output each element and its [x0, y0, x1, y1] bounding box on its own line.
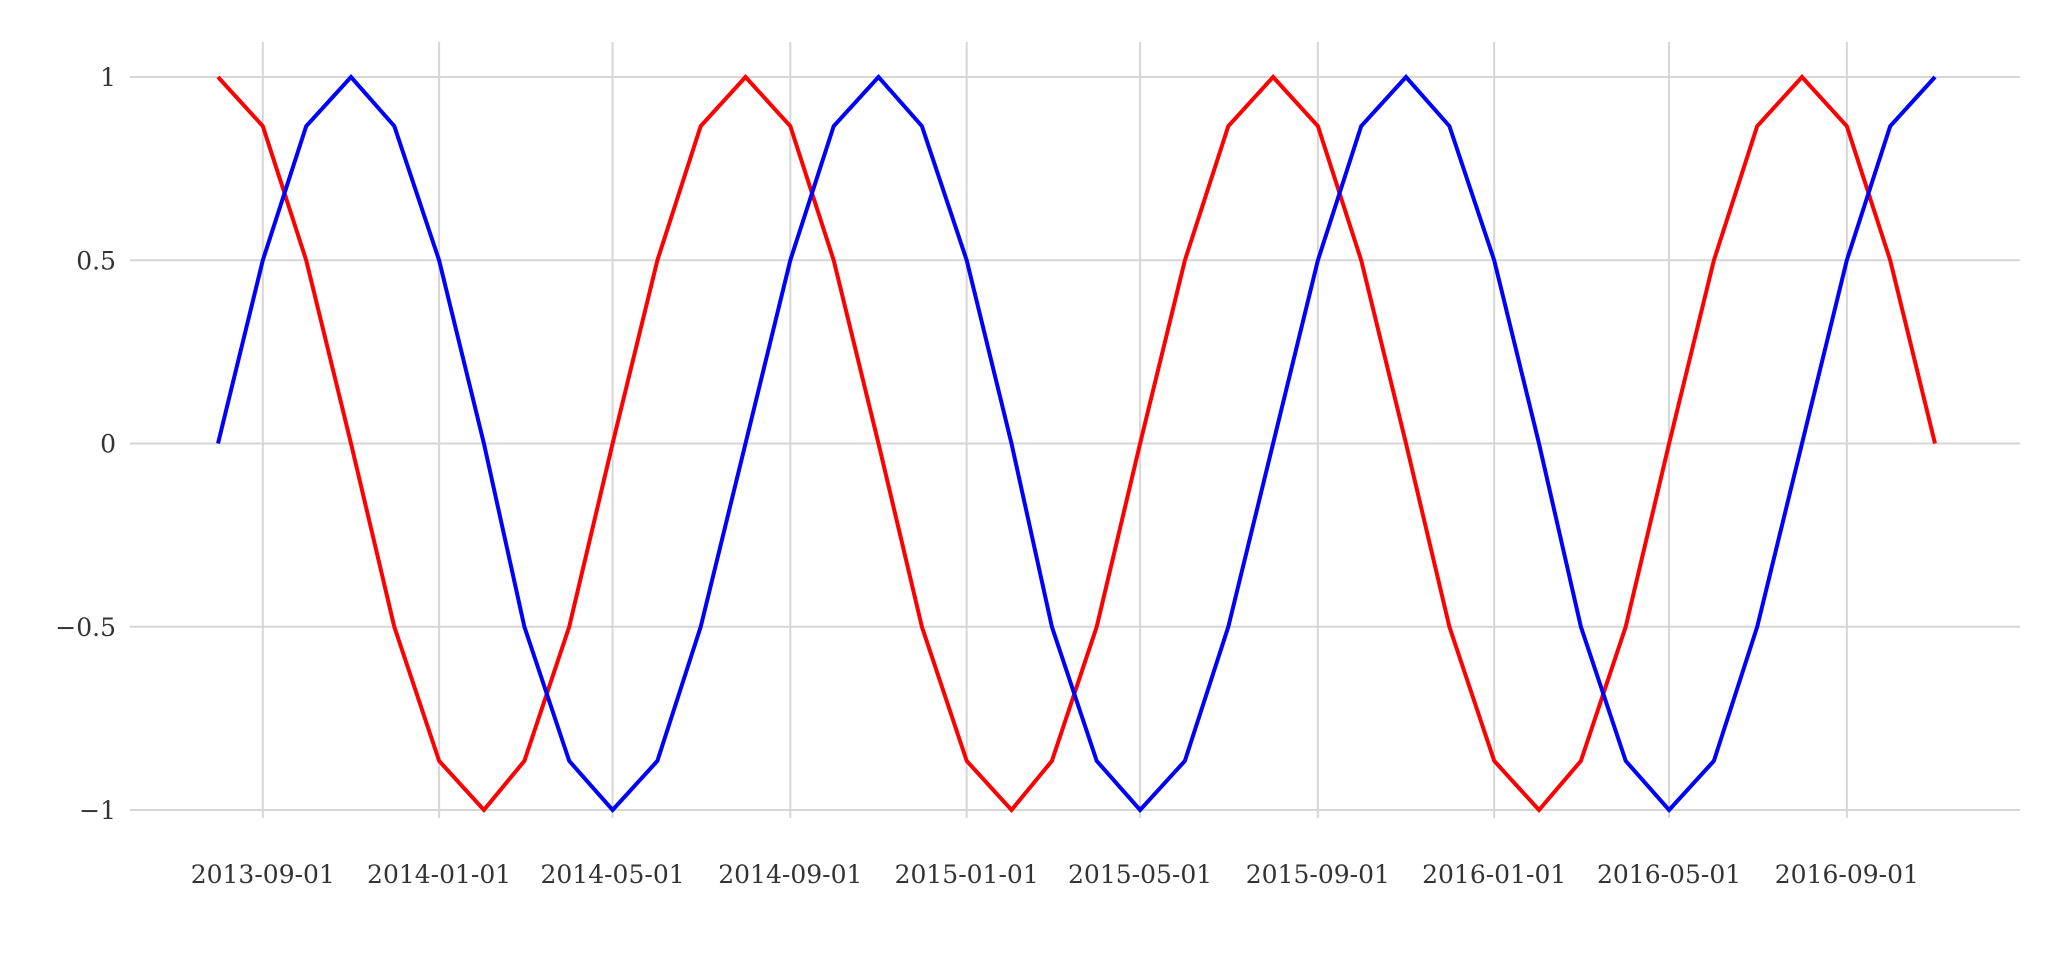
x-tick-label: 2016-05-01	[1597, 860, 1741, 889]
x-tick-label: 2014-05-01	[540, 860, 684, 889]
x-tick-label: 2014-01-01	[367, 860, 511, 889]
x-gridlines	[261, 42, 1848, 818]
x-tick-labels: 2013-09-01 2014-01-01 2014-05-01 2014-09-01…	[191, 860, 1919, 889]
x-tick-label: 2015-09-01	[1246, 860, 1390, 889]
y-tick-label: −1	[79, 796, 116, 825]
x-tick-label: 2015-05-01	[1068, 860, 1212, 889]
y-gridlines	[130, 76, 2020, 811]
x-tick-label: 2013-09-01	[191, 860, 335, 889]
y-tick-label: 1	[100, 63, 116, 92]
y-tick-label: 0	[100, 430, 116, 459]
x-tick-label: 2016-09-01	[1775, 860, 1919, 889]
series-lines	[216, 74, 1937, 814]
y-tick-label: −0.5	[55, 613, 116, 642]
x-tick-label: 2015-01-01	[895, 860, 1039, 889]
y-tick-label: 0.5	[76, 246, 116, 275]
x-tick-label: 2016-01-01	[1422, 860, 1566, 889]
series-line-2	[216, 74, 1937, 813]
x-tick-label: 2014-09-01	[718, 860, 862, 889]
y-tick-labels: 1 0.5 0 −0.5 −1	[55, 63, 116, 825]
